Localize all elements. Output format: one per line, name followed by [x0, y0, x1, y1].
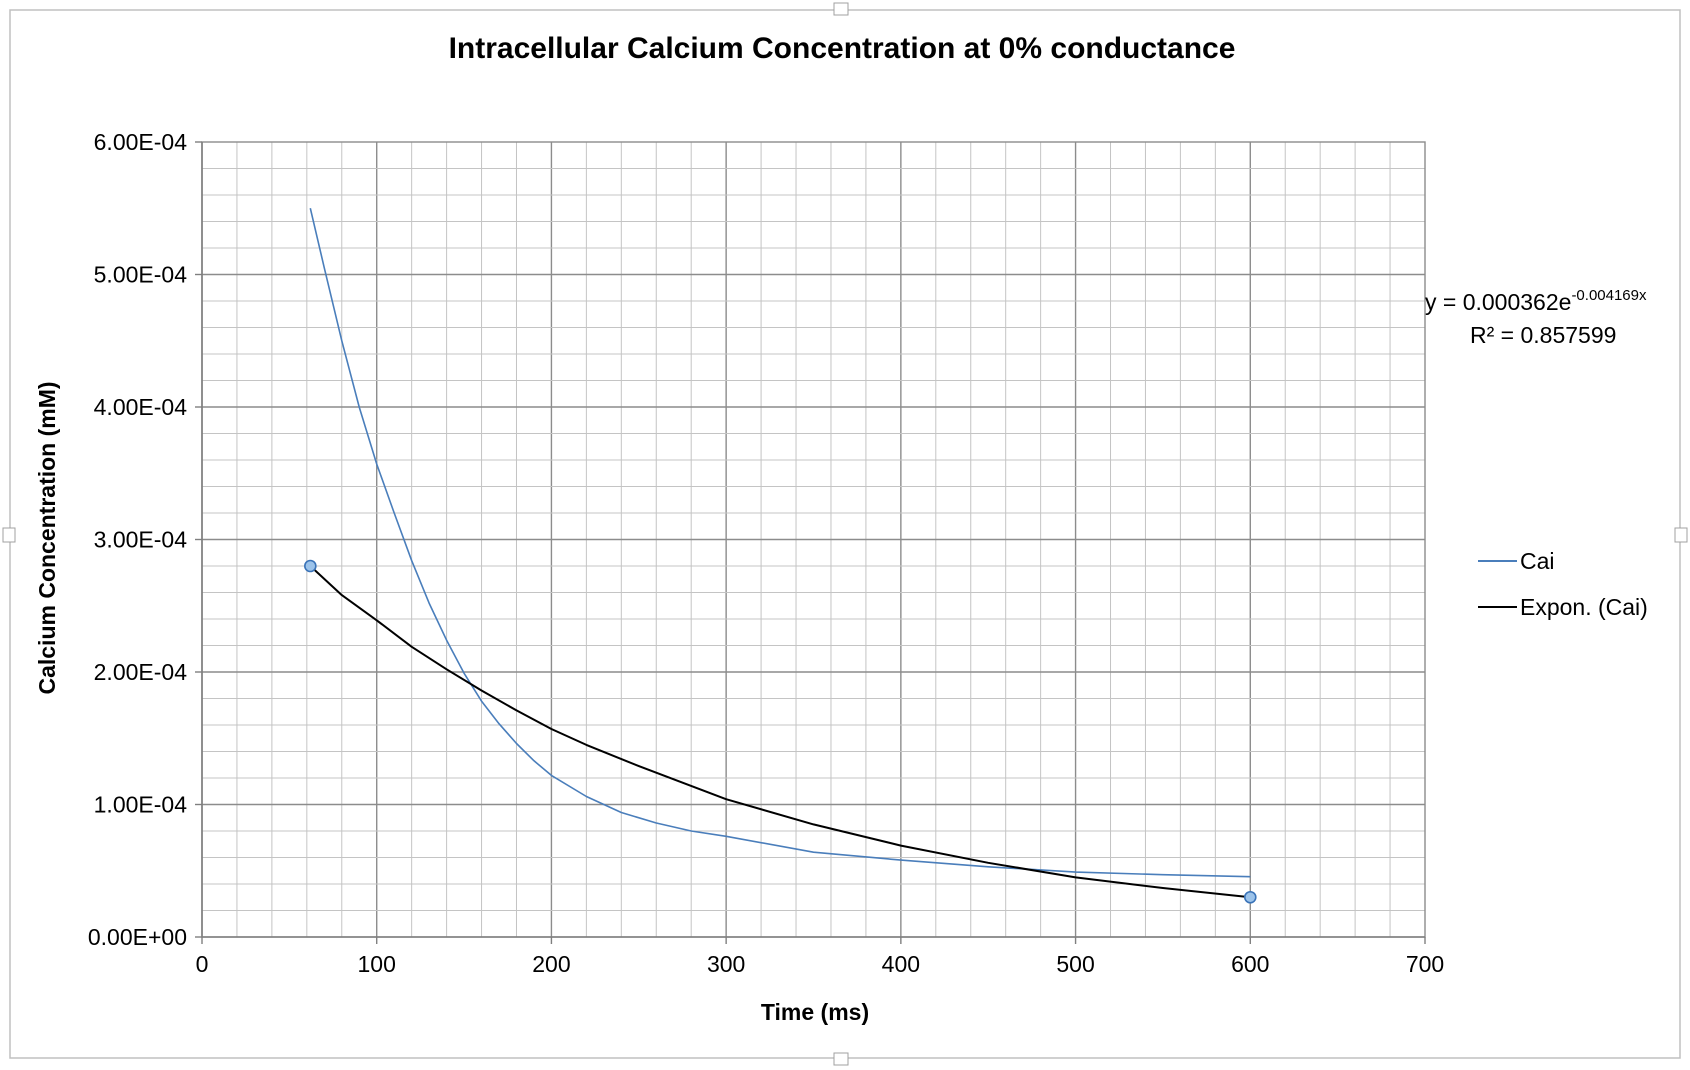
x-tick-labels: 0 100 200 300 400 500 600 700 — [196, 951, 1445, 977]
chart-title: Intracellular Calcium Concentration at 0… — [449, 32, 1236, 65]
y-tick-label: 3.00E-04 — [94, 527, 188, 553]
trendline-r-squared: R² = 0.857599 — [1470, 322, 1616, 348]
x-tick-label: 400 — [882, 951, 920, 977]
x-tick-label: 100 — [358, 951, 396, 977]
trendline-expon-cai — [309, 565, 1251, 899]
y-tick-label: 2.00E-04 — [94, 659, 188, 685]
x-tick-label: 300 — [707, 951, 745, 977]
y-tick-label: 0.00E+00 — [88, 924, 187, 950]
legend: Cai Expon. (Cai) — [1478, 548, 1648, 620]
trendline-endpoint-marker — [1243, 890, 1257, 904]
trendline-equation-base: y = 0.000362e — [1425, 289, 1571, 315]
x-tick-label: 500 — [1056, 951, 1094, 977]
trendline-markers — [304, 559, 1257, 904]
resize-handle-bottom[interactable] — [833, 1052, 849, 1066]
trendline-equation: y = 0.000362e-0.004169x R² = 0.857599 — [1425, 287, 1647, 348]
x-tick-label: 200 — [532, 951, 570, 977]
trendline-endpoint-marker — [304, 559, 317, 573]
resize-handle-left[interactable] — [2, 527, 16, 543]
y-tick-label: 4.00E-04 — [94, 394, 188, 420]
y-tick-label: 6.00E-04 — [94, 129, 188, 155]
y-tick-labels: 0.00E+00 1.00E-04 2.00E-04 3.00E-04 4.00E-04… — [88, 129, 187, 950]
axes — [195, 141, 1426, 944]
x-tick-label: 700 — [1406, 951, 1444, 977]
series-group — [309, 208, 1251, 899]
series-line-cai — [309, 208, 1251, 878]
x-axis-title: Time (ms) — [761, 999, 869, 1025]
x-tick-label: 600 — [1231, 951, 1269, 977]
y-tick-label: 1.00E-04 — [94, 792, 188, 818]
trendline-equation-exponent: -0.004169x — [1571, 287, 1647, 304]
svg-text:y = 0.000362e-0.004169x: y = 0.000362e-0.004169x — [1425, 287, 1647, 315]
x-tick-label: 0 — [196, 951, 209, 977]
y-axis-title: Calcium Concentration (mM) — [34, 381, 60, 694]
resize-handle-right[interactable] — [1674, 527, 1688, 543]
gridlines — [202, 142, 1425, 937]
y-tick-label: 5.00E-04 — [94, 262, 188, 288]
legend-label-cai: Cai — [1520, 548, 1555, 574]
legend-label-expon-cai: Expon. (Cai) — [1520, 594, 1648, 620]
resize-handle-top[interactable] — [833, 2, 849, 16]
